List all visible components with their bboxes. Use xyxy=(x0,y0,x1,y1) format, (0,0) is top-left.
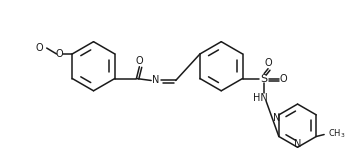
Text: O: O xyxy=(136,56,143,66)
Text: HN: HN xyxy=(253,93,267,103)
Text: N: N xyxy=(152,76,160,86)
Text: O: O xyxy=(35,43,43,53)
Text: O: O xyxy=(280,73,288,83)
Text: S: S xyxy=(261,73,268,83)
Text: O: O xyxy=(56,49,63,59)
Text: O: O xyxy=(264,58,272,68)
Text: $\mathregular{CH_3}$: $\mathregular{CH_3}$ xyxy=(328,127,346,140)
Text: N: N xyxy=(273,113,280,123)
Text: N: N xyxy=(294,139,301,149)
